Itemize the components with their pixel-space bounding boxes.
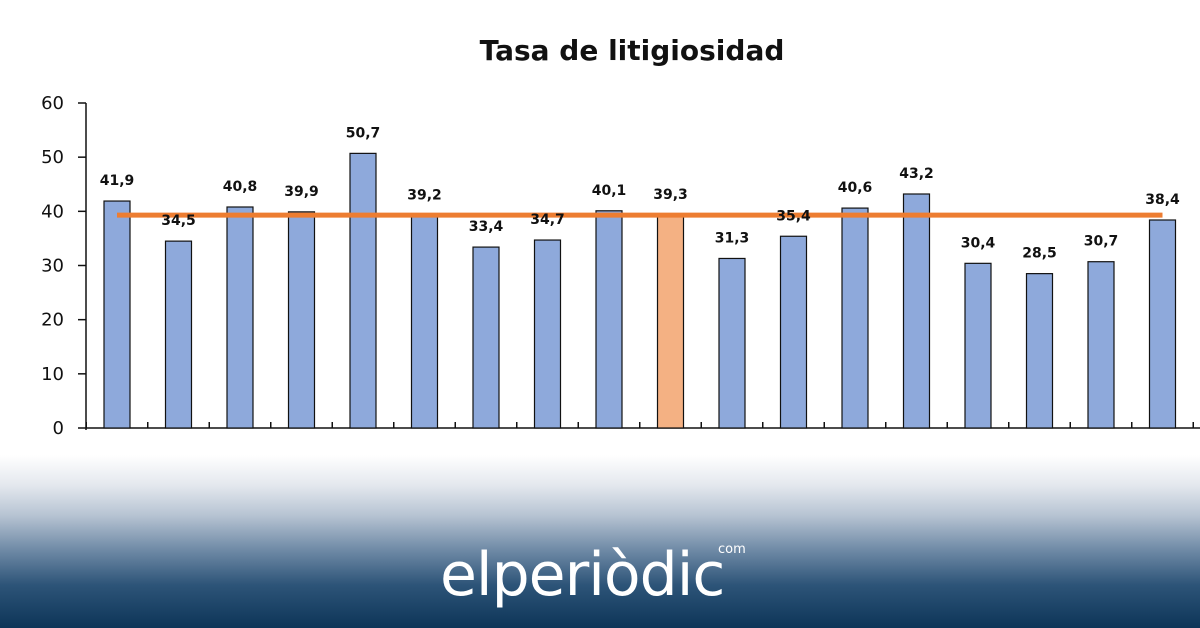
data-label: 34,5 — [161, 213, 196, 229]
bar — [533, 239, 562, 429]
y-tick-label: 20 — [41, 310, 64, 331]
data-label: 39,9 — [284, 184, 319, 200]
data-label: 33,4 — [469, 219, 504, 235]
y-tick-label: 40 — [41, 201, 64, 222]
bar — [1087, 261, 1115, 429]
data-label: 31,3 — [715, 230, 750, 246]
bar — [103, 200, 131, 429]
data-label: 34,7 — [530, 212, 565, 228]
data-label: 30,4 — [961, 235, 996, 251]
brand-banner — [0, 455, 1200, 628]
bar — [349, 152, 377, 429]
bar — [164, 240, 193, 429]
chart-title: Tasa de litigiosidad — [480, 34, 785, 67]
y-tick-label: 60 — [41, 93, 64, 114]
data-label: 30,7 — [1084, 234, 1119, 250]
data-label: 40,8 — [223, 179, 258, 195]
bar — [595, 210, 623, 429]
data-label: 39,3 — [653, 187, 688, 203]
x-axis-ticks — [85, 422, 1194, 428]
bar — [1148, 219, 1177, 429]
bar — [964, 262, 992, 429]
bar-highlighted — [656, 214, 685, 429]
y-tick-label: 10 — [41, 364, 64, 385]
data-label: 40,6 — [838, 180, 873, 196]
bar — [841, 207, 869, 429]
y-axis-ticks: 0 10 20 30 40 50 60 — [41, 93, 86, 439]
bar — [1025, 273, 1054, 429]
data-label: 40,1 — [592, 183, 627, 199]
bar — [718, 257, 746, 429]
data-labels: 41,9 34,5 40,8 39,9 50,7 39,2 33,4 34,7 40,1 39,3… — [100, 125, 1180, 261]
data-label: 35,4 — [776, 208, 811, 224]
bars — [103, 152, 1177, 429]
bar — [472, 246, 500, 429]
data-label: 50,7 — [346, 125, 381, 141]
bar — [226, 206, 254, 429]
y-tick-label: 50 — [41, 147, 64, 168]
bar — [902, 193, 931, 429]
bar — [287, 211, 316, 429]
bar — [779, 235, 808, 429]
brand-logo-suffix: com — [718, 542, 746, 557]
data-label: 39,2 — [407, 188, 442, 204]
data-label: 28,5 — [1022, 246, 1057, 262]
y-tick-label: 30 — [41, 256, 64, 277]
data-label: 38,4 — [1145, 192, 1180, 208]
brand-logo[interactable]: elperiòdic — [440, 540, 725, 610]
bar — [410, 215, 439, 429]
data-label: 41,9 — [100, 173, 135, 189]
y-tick-label: 0 — [53, 418, 64, 439]
data-label: 43,2 — [899, 166, 934, 182]
